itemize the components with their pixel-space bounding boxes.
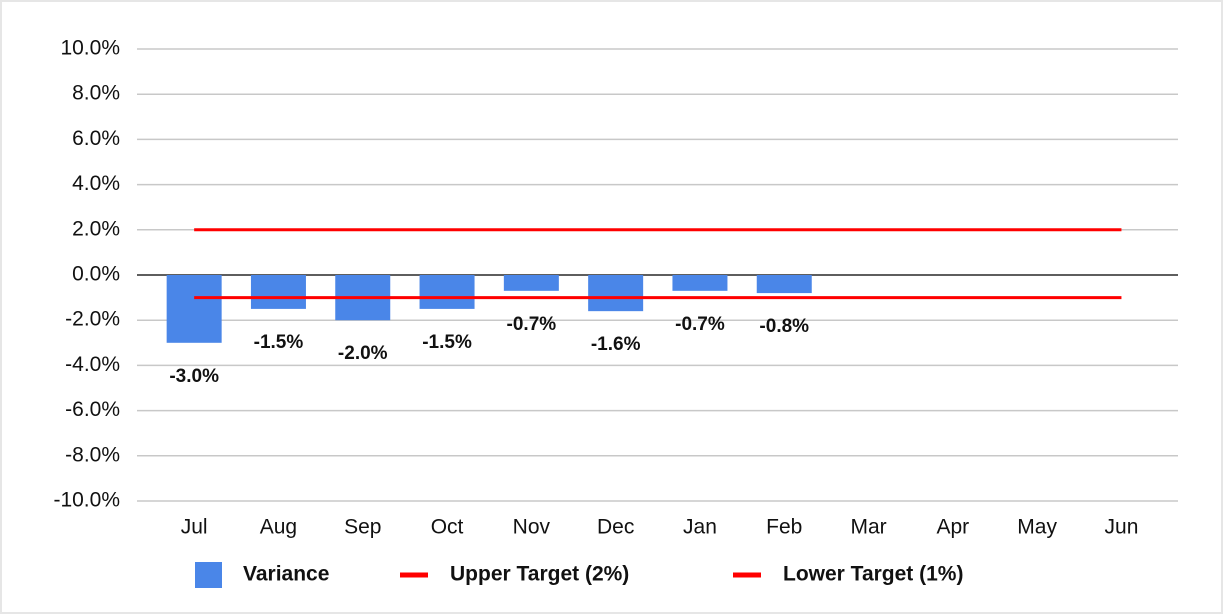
- y-tick-label: 4.0%: [72, 172, 120, 195]
- x-tick-label: Jan: [683, 516, 717, 539]
- value-label: -3.0%: [169, 366, 219, 387]
- y-tick-label: -10.0%: [53, 489, 120, 512]
- x-tick-label: Aug: [260, 516, 297, 539]
- bar: [166, 275, 222, 343]
- bar: [503, 275, 559, 291]
- value-label: -2.0%: [338, 343, 388, 364]
- x-tick-label: Jul: [181, 516, 208, 539]
- value-label: -0.8%: [759, 316, 809, 337]
- y-tick-label: 6.0%: [72, 127, 120, 150]
- y-tick-label: -2.0%: [65, 308, 120, 331]
- x-tick-label: Nov: [513, 516, 551, 539]
- y-tick-label: -6.0%: [65, 398, 120, 421]
- y-tick-label: 2.0%: [72, 217, 120, 240]
- bar: [419, 275, 475, 309]
- value-label: -1.5%: [422, 332, 472, 353]
- legend-label: Upper Target (2%): [450, 563, 629, 586]
- y-tick-label: 8.0%: [72, 82, 120, 105]
- bar: [756, 275, 812, 294]
- x-tick-label: Sep: [344, 516, 381, 539]
- y-tick-label: 10.0%: [60, 37, 120, 60]
- legend-label: Variance: [243, 563, 329, 586]
- x-tick-label: Jun: [1105, 516, 1139, 539]
- x-tick-label: May: [1017, 516, 1057, 539]
- y-tick-label: 0.0%: [72, 263, 120, 286]
- legend-swatch: [195, 562, 222, 588]
- x-tick-label: Apr: [937, 516, 970, 539]
- bar: [672, 275, 728, 291]
- value-label: -0.7%: [675, 314, 725, 335]
- x-tick-label: Oct: [431, 516, 464, 539]
- bar: [588, 275, 644, 312]
- value-label: -1.5%: [254, 332, 304, 353]
- x-tick-label: Dec: [597, 516, 634, 539]
- value-label: -0.7%: [507, 314, 557, 335]
- x-tick-label: Mar: [850, 516, 886, 539]
- value-label: -1.6%: [591, 334, 641, 355]
- legend-label: Lower Target (1%): [783, 563, 963, 586]
- y-tick-label: -4.0%: [65, 353, 120, 376]
- y-tick-label: -8.0%: [65, 443, 120, 466]
- bar: [250, 275, 306, 309]
- x-tick-label: Feb: [766, 516, 802, 539]
